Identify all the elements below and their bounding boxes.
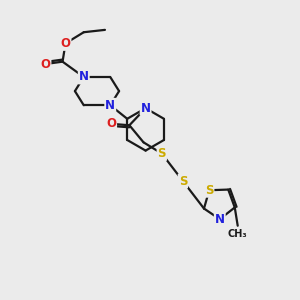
Text: O: O xyxy=(61,37,70,50)
Text: S: S xyxy=(178,175,187,188)
Text: N: N xyxy=(141,102,151,115)
Text: O: O xyxy=(40,58,50,70)
Text: N: N xyxy=(79,70,89,83)
Text: N: N xyxy=(105,99,115,112)
Text: CH₃: CH₃ xyxy=(228,229,248,239)
Text: N: N xyxy=(215,213,225,226)
Text: S: S xyxy=(158,147,166,160)
Text: O: O xyxy=(106,117,116,130)
Text: S: S xyxy=(205,184,214,197)
